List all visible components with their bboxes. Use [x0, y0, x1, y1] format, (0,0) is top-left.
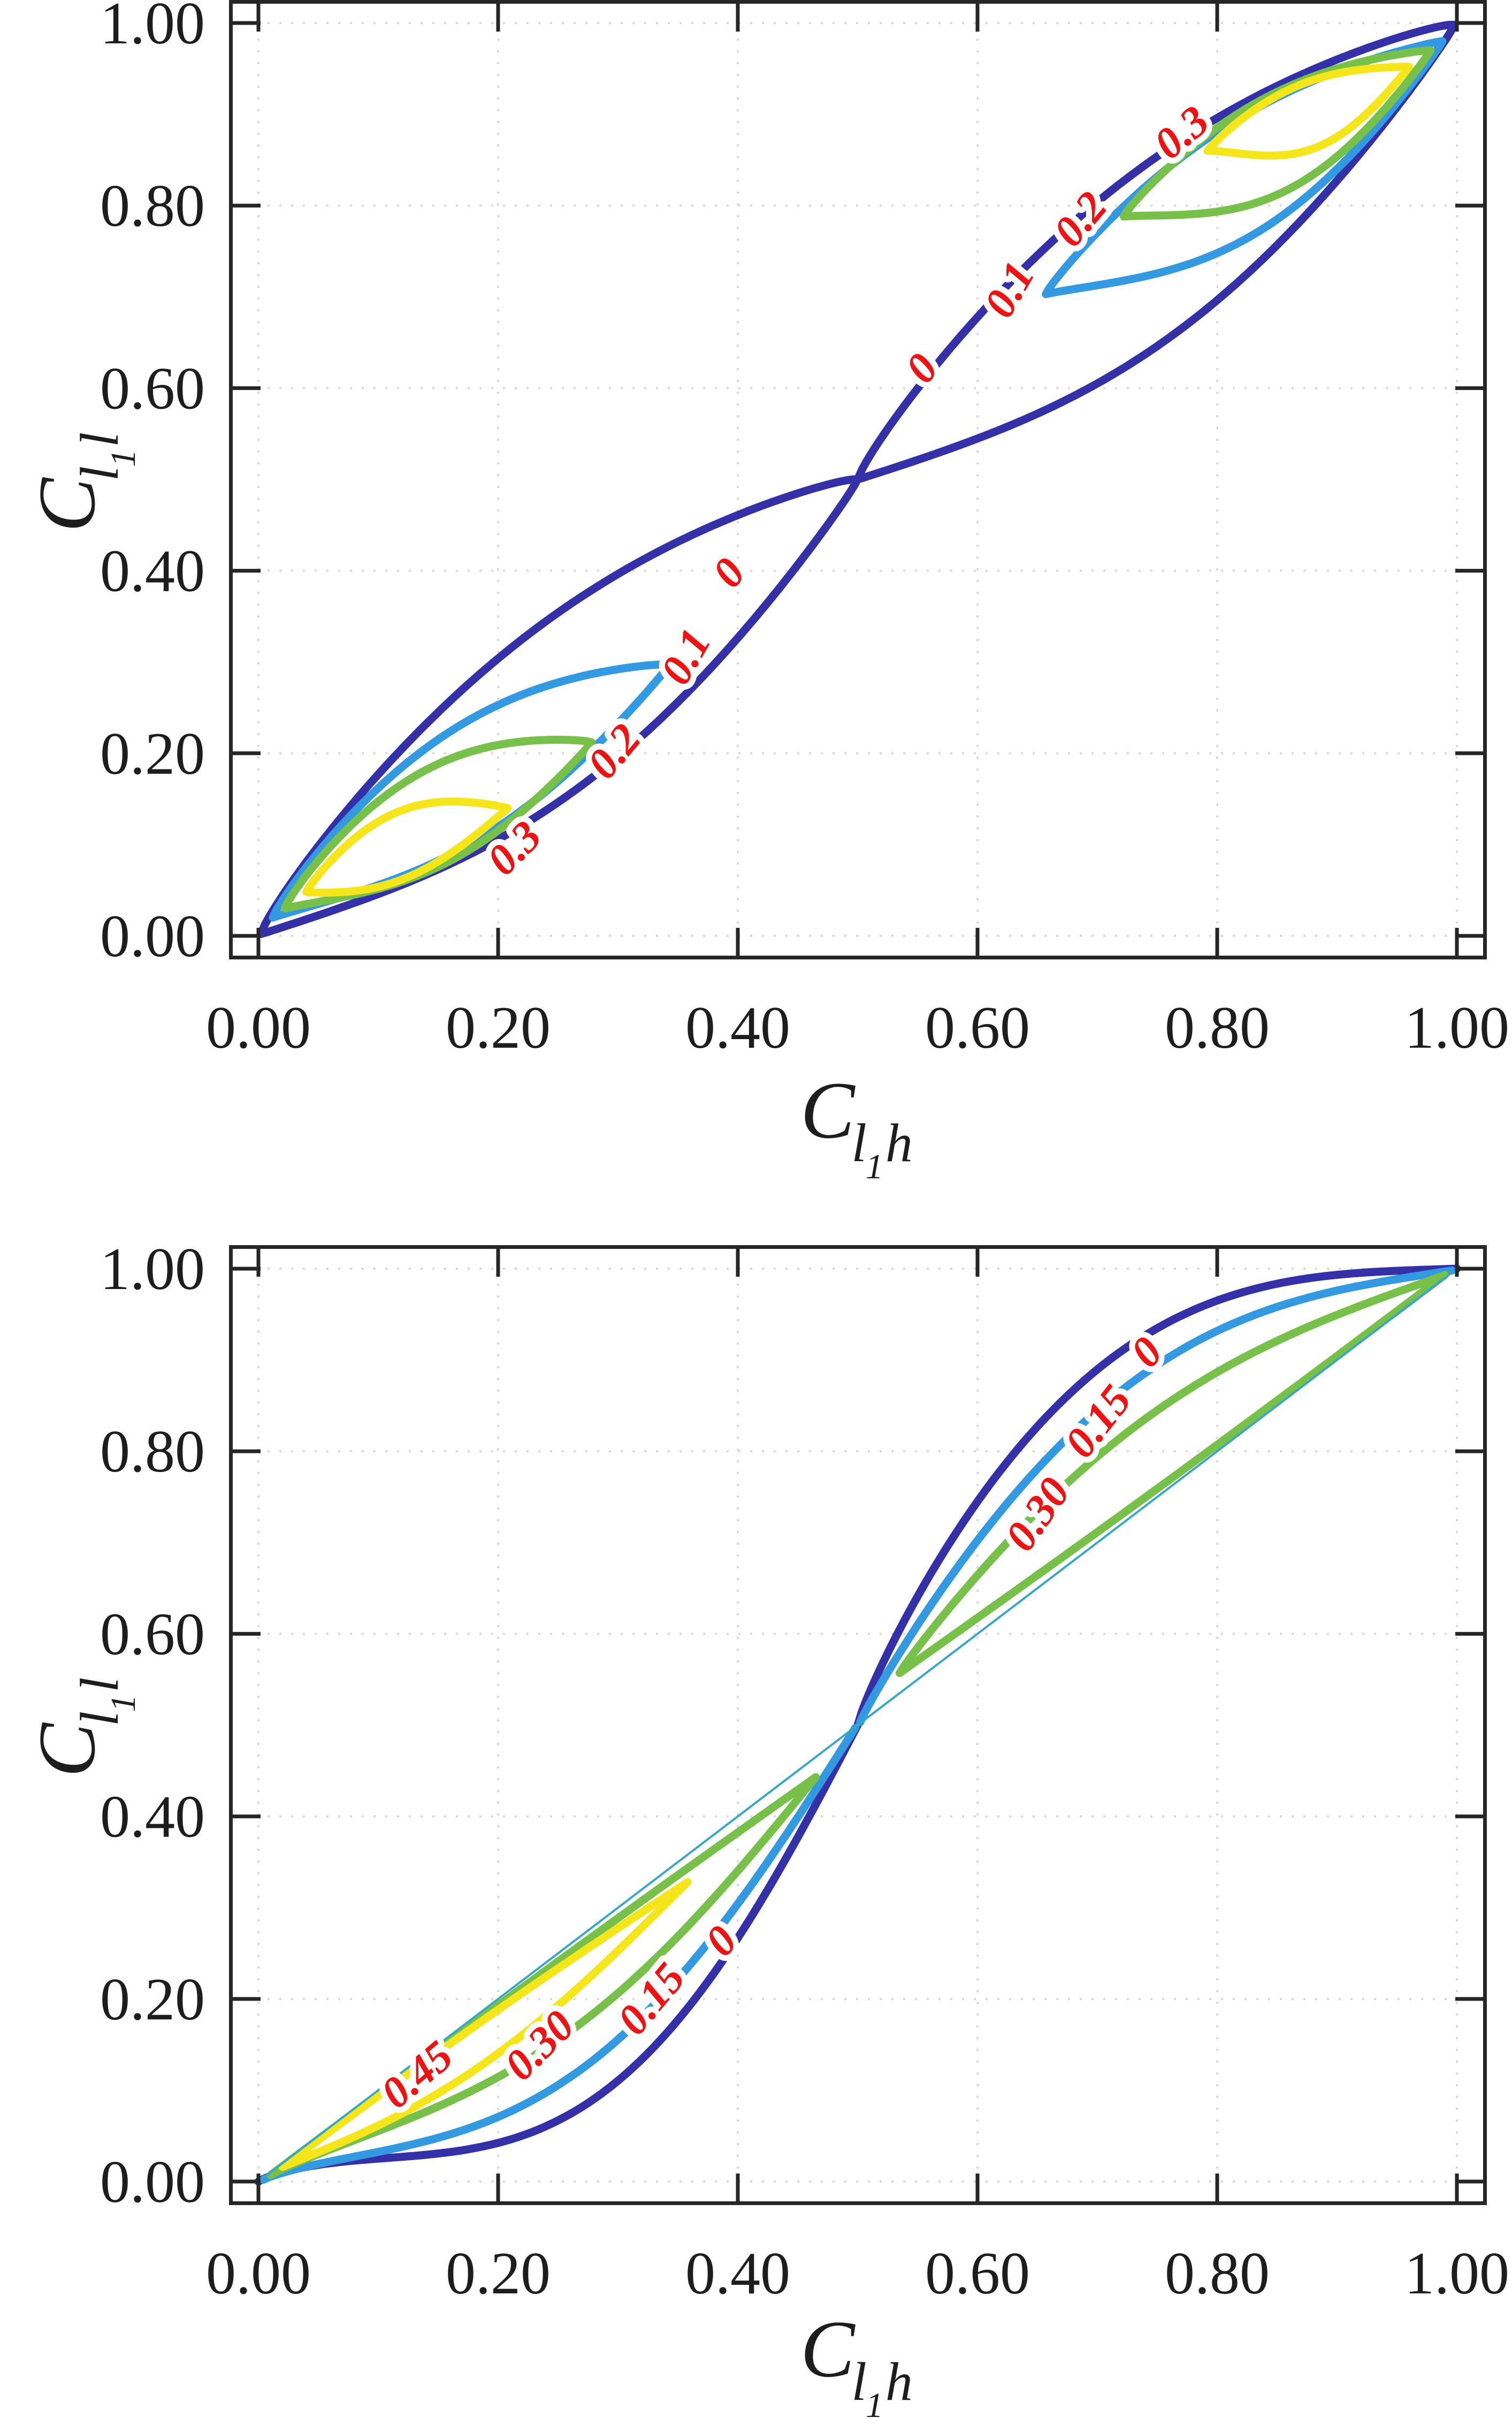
y-tick-label: 0.20: [100, 721, 205, 787]
x-tick-label: 0.40: [685, 995, 790, 1061]
contour-plot-bottom: 0.00 0.20 0.40 0.60 0.80 1.00 0.00 0.20 0.40 0.60…: [100, 1236, 1509, 2307]
x-axis-title-bottom: Cl1h: [800, 2302, 915, 2425]
x-axis-title-subsub: 1: [865, 2386, 883, 2425]
y-axis-title-top: Cl1l: [20, 430, 143, 532]
y-axis-title-sub2: l: [70, 432, 130, 447]
y-axis-title-base: C: [22, 1723, 112, 1778]
x-axis-title-sub: l: [851, 1113, 867, 1173]
x-tick-label: 0.20: [446, 995, 551, 1061]
x-axis-title-base: C: [800, 1065, 855, 1155]
x-axis-title-base: C: [800, 2304, 855, 2394]
x-tick-label: 0.60: [925, 995, 1030, 1061]
x-tick-label: 0.00: [206, 995, 311, 1061]
x-tick-label: 0.40: [685, 2240, 790, 2307]
x-tick-label: 0.80: [1165, 995, 1270, 1061]
y-tick-label: 0.20: [100, 1966, 205, 2033]
y-axis-title-base: C: [22, 478, 112, 532]
y-tick-label: 1.00: [100, 0, 205, 57]
x-tick-label: 0.20: [446, 2240, 551, 2307]
y-tick-label: 0.40: [100, 538, 205, 605]
x-axis-title-sub2: h: [885, 2352, 913, 2412]
y-tick-label: 0.60: [100, 1601, 205, 1667]
y-axis-title-bottom: Cl1l: [20, 1675, 143, 1778]
contour-plot-top: 0.00 0.20 0.40 0.60 0.80 1.00 0.00 0.20 0.40 0.60…: [100, 0, 1509, 1061]
y-axis-title-subsub: 1: [104, 449, 143, 467]
y-axis-title-subsub: 1: [104, 1694, 143, 1712]
y-tick-label: 0.60: [100, 355, 205, 422]
contour-level-label: 0: [702, 549, 754, 596]
x-tick-label: 1.00: [1404, 2240, 1509, 2307]
y-axis-title-sub2: l: [70, 1677, 130, 1692]
y-tick-label: 0.40: [100, 1784, 205, 1850]
contour-level-label: 0.15: [608, 1954, 694, 2043]
y-tick-label: 0.80: [100, 173, 205, 239]
y-tick-label: 1.00: [100, 1236, 205, 1302]
x-tick-label: 0.80: [1165, 2240, 1270, 2307]
x-tick-label: 0.60: [925, 2240, 1030, 2307]
contour-level-label: 0.1: [651, 621, 720, 692]
y-axis-title-sub: l: [70, 466, 130, 482]
x-tick-label: 0.00: [206, 2240, 311, 2307]
x-axis-title-subsub: 1: [865, 1147, 883, 1186]
y-tick-label: 0.00: [100, 903, 205, 970]
x-tick-label: 1.00: [1404, 995, 1509, 1061]
x-axis-title-sub: l: [851, 2352, 867, 2412]
y-axis-title-sub: l: [70, 1711, 130, 1727]
y-tick-label: 0.00: [100, 2149, 205, 2215]
y-tick-label: 0.80: [100, 1419, 205, 1485]
x-axis-title-top: Cl1h: [800, 1064, 915, 1186]
x-axis-title-sub2: h: [885, 1113, 913, 1173]
